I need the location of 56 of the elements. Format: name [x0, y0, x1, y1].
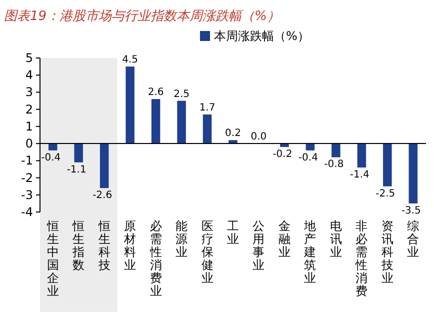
bar — [177, 100, 186, 144]
bar — [408, 144, 418, 204]
data-label: -1.1 — [66, 164, 86, 176]
data-label: -0.4 — [41, 152, 61, 164]
bar — [357, 144, 366, 168]
data-label: -2.5 — [376, 188, 396, 200]
x-tick-label: 资讯科技业 — [380, 219, 394, 285]
x-tick-label: 恒生中国企业 — [46, 219, 59, 298]
data-label: -3.5 — [401, 205, 421, 216]
x-tick-label: 地产建筑业 — [303, 219, 316, 285]
data-label: 0.0 — [250, 132, 267, 143]
data-label: -0.4 — [298, 152, 318, 164]
x-tick-label: 恒生指数 — [72, 219, 85, 272]
x-tick-label: 必需性消费业 — [148, 219, 162, 298]
bar — [306, 144, 315, 150]
bar — [228, 140, 238, 144]
legend-label: 本周涨跌幅（%） — [214, 29, 310, 43]
x-tick-label: 能源业 — [176, 219, 188, 259]
y-tick-label: 0 — [25, 136, 33, 151]
x-tick-label: 综合业 — [407, 219, 420, 259]
y-tick-label: 4 — [25, 68, 33, 82]
bar — [151, 99, 160, 144]
data-label: -0.2 — [272, 148, 292, 160]
y-tick-label: 2 — [25, 102, 33, 116]
bar — [280, 144, 289, 147]
data-label: 2.5 — [174, 88, 190, 100]
bar — [100, 144, 109, 188]
x-tick-label: 金融业 — [278, 219, 290, 259]
data-label: -0.8 — [324, 159, 344, 170]
y-tick-label: -1 — [21, 154, 33, 168]
bar — [48, 144, 58, 150]
y-tick-label: 5 — [25, 51, 33, 65]
data-label: 0.2 — [225, 128, 241, 140]
data-label: 2.6 — [148, 87, 164, 98]
x-tick-label: 工业 — [227, 219, 239, 246]
x-tick-label: 电讯业 — [330, 219, 342, 259]
y-tick-label: 3 — [25, 85, 33, 100]
x-tick-label: 医疗保健业 — [201, 219, 214, 285]
bar — [74, 144, 83, 162]
x-tick-label: 原材料业 — [123, 219, 136, 272]
bar — [126, 66, 134, 144]
bar — [383, 144, 392, 186]
y-tick-label: -3 — [21, 188, 33, 202]
bar — [202, 114, 212, 144]
y-tick-label: -4 — [21, 205, 33, 219]
y-tick-label: 1 — [25, 119, 33, 134]
x-tick-label: 非必需性消费 — [354, 219, 368, 298]
x-tick-label: 公用事业 — [252, 219, 265, 272]
x-tick-label: 恒生科技 — [97, 219, 110, 272]
data-label: -2.6 — [92, 190, 112, 202]
chart-title: 图表19：港股市场与行业指数本周涨跌幅（%） — [4, 9, 280, 24]
bar — [332, 144, 340, 158]
y-tick-label: -2 — [21, 170, 33, 185]
data-label: 1.7 — [199, 102, 216, 114]
data-label: -1.4 — [350, 170, 370, 181]
data-label: 4.5 — [122, 54, 138, 66]
